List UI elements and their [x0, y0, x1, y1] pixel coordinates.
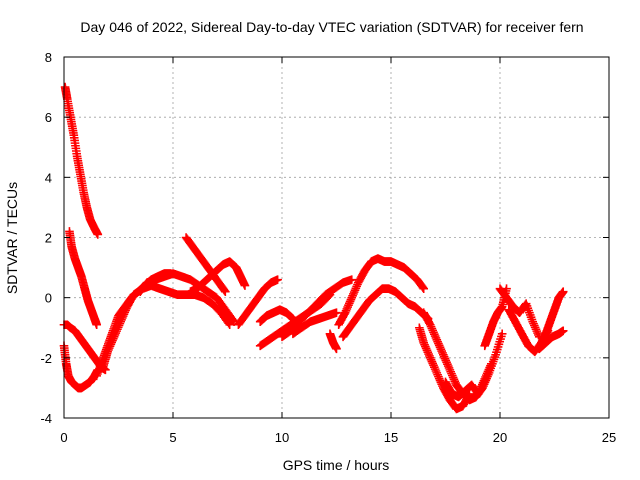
series-track-13 [277, 275, 357, 342]
x-tick-label: 10 [275, 430, 289, 445]
data-marks [59, 82, 568, 414]
data-point [240, 281, 250, 290]
data-point [228, 315, 238, 325]
y-tick-label: 6 [45, 110, 52, 125]
series-track-18 [415, 323, 474, 414]
x-tick-label: 5 [169, 430, 176, 445]
x-tick-label: 15 [384, 430, 398, 445]
data-point [558, 287, 568, 296]
axis-ticks: 0 5 10 15 20 25 -4 -2 0 2 4 6 8 [40, 50, 616, 445]
data-point [332, 344, 341, 354]
data-point [332, 308, 341, 318]
data-point [273, 275, 282, 284]
y-tick-label: 0 [45, 291, 52, 306]
data-point [221, 287, 230, 296]
data-point [225, 320, 234, 330]
data-point [224, 318, 233, 328]
y-tick-label: 2 [45, 231, 52, 246]
data-point [93, 230, 103, 239]
series-track-9 [186, 257, 250, 296]
y-tick-label: 4 [45, 170, 52, 185]
data-point [347, 275, 357, 284]
data-point [220, 286, 229, 295]
grid [64, 57, 609, 418]
data-point [419, 284, 428, 293]
series-track-10 [234, 275, 282, 330]
series-track-16 [334, 254, 428, 330]
y-axis-label: SDTVAR / TECUs [4, 182, 20, 294]
series-track-17 [338, 284, 433, 342]
data-point [497, 329, 507, 339]
series-track-14 [288, 308, 341, 339]
chart-title: Day 046 of 2022, Sidereal Day-to-day VTE… [80, 19, 583, 35]
series-track-20 [441, 359, 496, 402]
series-track-11 [255, 305, 298, 327]
y-tick-label: -2 [40, 351, 52, 366]
series-track-1 [60, 82, 103, 239]
series-track-8 [181, 233, 230, 296]
x-tick-label: 20 [493, 430, 507, 445]
x-tick-label: 25 [602, 430, 616, 445]
data-point [486, 359, 496, 369]
series-track-15 [325, 329, 341, 354]
data-point [92, 320, 101, 330]
y-tick-label: 8 [45, 50, 52, 65]
series-track-4 [59, 341, 103, 393]
data-point [418, 283, 428, 292]
data-point [558, 326, 568, 336]
x-tick-label: 0 [60, 430, 67, 445]
x-axis-label: GPS time / hours [283, 457, 390, 473]
series-track-2 [65, 227, 101, 330]
y-tick-label: -4 [40, 411, 52, 426]
series-track-25 [534, 326, 568, 354]
